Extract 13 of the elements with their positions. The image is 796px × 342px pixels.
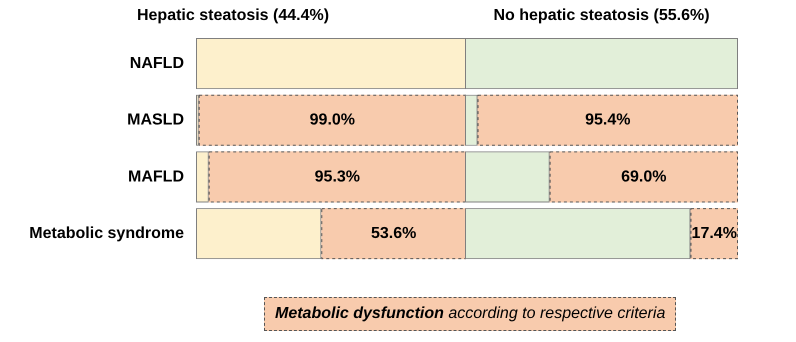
y-tick-label: Metabolic syndrome bbox=[29, 225, 184, 242]
data-label: 69.0% bbox=[621, 168, 667, 186]
data-label: 95.4% bbox=[585, 112, 630, 129]
data-label: 17.4% bbox=[692, 225, 737, 242]
text: Metabolic dysfunction according to respective criteria bbox=[264, 297, 676, 331]
chart-title: Hepatic steatosis (44.4%) bbox=[136, 7, 330, 24]
data-label: 53.6% bbox=[370, 225, 416, 242]
data-label: 95.3% bbox=[314, 168, 360, 186]
data-label: 99.0% bbox=[310, 112, 356, 129]
y-tick-label: MAFLD bbox=[128, 168, 184, 186]
chart-title: No hepatic steatosis (55.6%) bbox=[493, 7, 710, 24]
y-tick-label: MASLD bbox=[127, 112, 184, 129]
y-tick-label: NAFLD bbox=[130, 54, 184, 72]
